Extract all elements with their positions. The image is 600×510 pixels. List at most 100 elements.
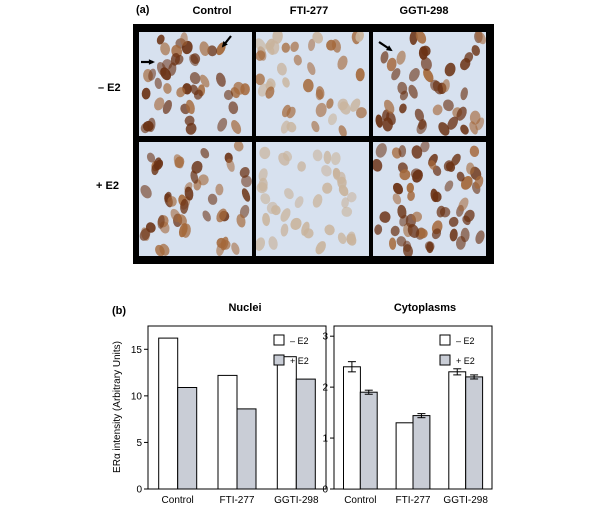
nucleus	[469, 121, 478, 135]
nucleus	[460, 227, 470, 243]
x-tick-label: FTI-277	[219, 495, 254, 506]
nucleus	[286, 106, 296, 119]
nucleus	[311, 120, 320, 133]
nucleus	[297, 161, 306, 172]
x-tick-label: FTI-277	[395, 495, 430, 506]
nucleus	[315, 241, 326, 255]
nucleus	[466, 162, 475, 175]
nucleus	[184, 186, 194, 201]
nucleus	[469, 145, 480, 157]
bar	[295, 378, 316, 490]
nucleus	[321, 164, 332, 177]
nucleus	[315, 102, 327, 118]
nucleus	[293, 54, 302, 66]
x-tick-label: Control	[344, 495, 376, 506]
nucleus	[307, 62, 316, 76]
nucleus	[447, 116, 458, 130]
nucleus	[284, 188, 294, 200]
nucleus	[471, 45, 480, 56]
nucleus	[170, 208, 181, 223]
column-header-fti: FTI-277	[289, 5, 329, 17]
nucleus	[185, 99, 195, 115]
nucleus	[140, 185, 152, 199]
nucleus	[384, 99, 395, 114]
panel-b-label: (b)	[112, 305, 127, 317]
nucleus	[428, 160, 437, 170]
nucleus	[280, 208, 291, 222]
micrograph-image	[256, 146, 357, 255]
nucleus	[399, 169, 411, 181]
bar	[395, 422, 414, 490]
nucleus	[396, 50, 406, 65]
legend-label: – E2	[456, 336, 475, 346]
nucleus	[239, 166, 250, 178]
nucleus	[474, 175, 484, 189]
bar	[177, 387, 198, 490]
nucleus	[226, 158, 235, 172]
arrow-icon	[221, 35, 232, 48]
nucleus	[388, 237, 397, 250]
nucleus	[386, 57, 397, 72]
nucleus	[294, 196, 304, 209]
nucleus	[337, 232, 347, 245]
nucleus	[375, 114, 383, 128]
nucleus	[337, 98, 349, 111]
nucleus	[163, 83, 172, 94]
nucleus	[416, 120, 428, 135]
nucleus	[414, 108, 425, 122]
nucleus	[167, 196, 177, 207]
nucleus	[438, 122, 450, 136]
nucleus	[290, 217, 302, 230]
nucleus	[168, 62, 177, 76]
nucleus	[159, 243, 170, 256]
nucleus	[436, 205, 446, 218]
nucleus	[330, 152, 341, 166]
chart-title-cytoplasms: Cytoplasms	[393, 302, 457, 314]
nucleus	[312, 194, 323, 208]
nucleus	[399, 90, 409, 101]
nucleus	[262, 212, 271, 227]
nucleus	[407, 191, 415, 201]
nucleus	[189, 54, 199, 67]
y-tick-label: 0	[322, 485, 328, 496]
nucleus	[276, 62, 287, 76]
nucleus	[347, 192, 357, 203]
nucleus	[290, 41, 299, 52]
nucleus	[272, 32, 283, 44]
y-tick-label: 5	[136, 438, 142, 449]
nucleus	[326, 98, 334, 109]
y-tick-label: 10	[131, 391, 143, 402]
micrograph-image	[139, 142, 252, 256]
nucleus	[391, 68, 401, 81]
nucleus	[139, 228, 151, 241]
legend-label: + E2	[290, 356, 309, 366]
x-tick-label: Control	[162, 495, 194, 506]
nucleus	[475, 230, 485, 245]
nucleus	[265, 86, 275, 99]
nucleus	[308, 38, 316, 52]
legend-swatch	[273, 334, 285, 346]
nucleus	[431, 228, 442, 240]
nucleus	[411, 145, 423, 159]
nucleus	[215, 183, 224, 196]
nucleus	[373, 158, 383, 172]
nucleus	[240, 83, 250, 96]
nucleus	[216, 237, 227, 249]
micrograph-grid	[133, 24, 494, 264]
nucleus	[231, 242, 240, 255]
bar	[412, 415, 431, 490]
nucleus	[337, 176, 347, 189]
nucleus	[432, 104, 443, 116]
nucleus	[456, 106, 467, 121]
nucleus	[282, 77, 290, 88]
nucleus	[382, 117, 393, 132]
nucleus	[355, 68, 365, 82]
nucleus	[162, 99, 172, 115]
nucleus	[464, 52, 474, 63]
nucleus	[200, 148, 210, 159]
nucleus	[281, 42, 291, 53]
nucleus	[216, 72, 226, 87]
nucleus	[199, 74, 210, 88]
bar	[236, 408, 257, 490]
